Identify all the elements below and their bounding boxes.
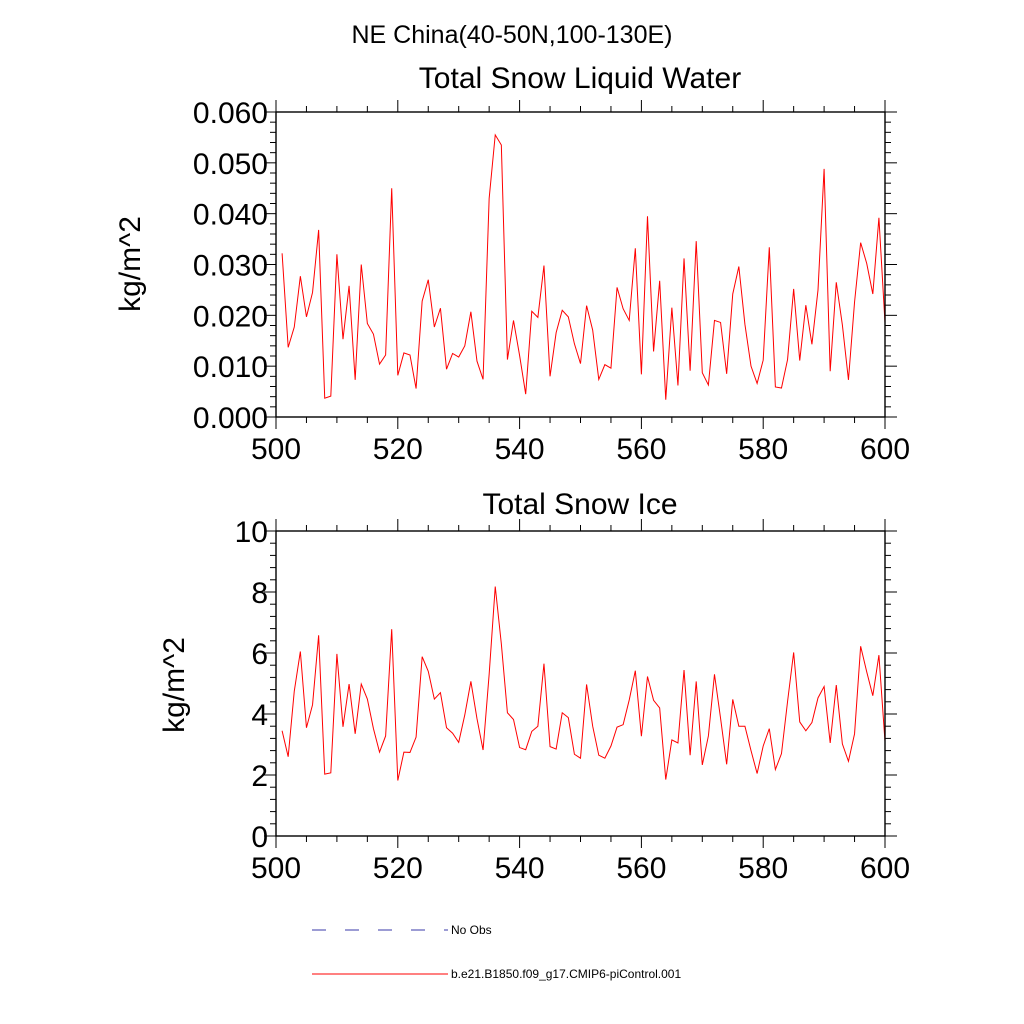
panel-snow-ice: Total Snow Ice kg/m^2 500 520 540 560 580 600… <box>158 488 910 885</box>
y-tick-label: 0.050 <box>193 148 268 181</box>
tick-group <box>264 519 897 848</box>
legend: No Obs b.e21.B1850.f09_g17.CMIP6-piContr… <box>312 923 681 981</box>
series-group <box>281 586 886 781</box>
y-tick-label: 6 <box>251 638 268 671</box>
legend-no-obs-label: No Obs <box>451 923 492 937</box>
y-tick-label: 0.010 <box>193 351 268 384</box>
series-group <box>281 133 886 400</box>
x-tick-label: 560 <box>616 433 666 466</box>
y-tick-label: 0 <box>251 821 268 854</box>
x-tick-label: 500 <box>251 852 301 885</box>
series-line <box>281 586 886 781</box>
y-tick-label: 0.030 <box>193 250 268 283</box>
panel-snow-liquid-water: Total Snow Liquid Water kg/m^2 500 520 540… <box>114 62 910 466</box>
y-axis-label: kg/m^2 <box>158 637 191 733</box>
chart-title: Total Snow Liquid Water <box>419 62 741 95</box>
x-tick-label: 600 <box>860 852 910 885</box>
x-tick-label: 500 <box>251 433 301 466</box>
y-tick-label: 0.000 <box>193 402 268 435</box>
y-tick-label: 0.020 <box>193 300 268 333</box>
tick-label-group: 500 520 540 560 580 600 0 2 4 6 8 10 <box>235 516 910 885</box>
x-tick-label: 580 <box>738 852 788 885</box>
y-tick-label: 4 <box>251 699 268 732</box>
x-tick-label: 520 <box>373 433 423 466</box>
legend-model-label: b.e21.B1850.f09_g17.CMIP6-piControl.001 <box>451 967 681 981</box>
chart-title: Total Snow Ice <box>482 488 677 521</box>
y-tick-label: 8 <box>251 577 268 610</box>
x-tick-label: 540 <box>495 852 545 885</box>
tick-label-group: 500 520 540 560 580 600 0.000 0.010 0.020 0.030 0.… <box>193 97 910 466</box>
plot-frame <box>275 530 886 837</box>
x-tick-label: 560 <box>616 852 666 885</box>
suptitle: NE China(40-50N,100-130E) <box>351 21 672 49</box>
plot-frame <box>275 111 886 418</box>
tick-group <box>264 100 897 429</box>
y-tick-label: 0.060 <box>193 97 268 130</box>
series-line <box>281 133 886 400</box>
y-tick-label: 2 <box>251 760 268 793</box>
x-tick-label: 520 <box>373 852 423 885</box>
y-tick-label: 0.040 <box>193 199 268 232</box>
x-tick-label: 600 <box>860 433 910 466</box>
y-axis-label: kg/m^2 <box>114 216 147 312</box>
y-tick-label: 10 <box>235 516 268 549</box>
x-tick-label: 580 <box>738 433 788 466</box>
x-tick-label: 540 <box>495 433 545 466</box>
